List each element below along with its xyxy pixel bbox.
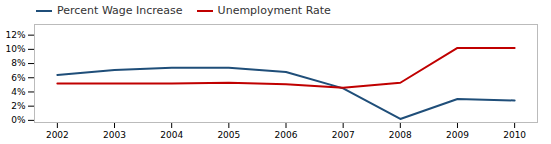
svg-text:0%: 0% xyxy=(11,115,26,125)
svg-text:2007: 2007 xyxy=(332,130,355,140)
svg-text:2002: 2002 xyxy=(46,130,69,140)
svg-text:2008: 2008 xyxy=(389,130,412,140)
svg-text:2003: 2003 xyxy=(103,130,126,140)
svg-text:2004: 2004 xyxy=(160,130,183,140)
svg-text:2005: 2005 xyxy=(217,130,240,140)
svg-text:12%: 12% xyxy=(5,30,25,40)
svg-text:2%: 2% xyxy=(11,101,26,111)
svg-text:8%: 8% xyxy=(11,58,26,68)
html-text:Unemployment Rate: Unemployment Rate xyxy=(217,4,331,17)
svg-text:4%: 4% xyxy=(11,87,26,97)
svg-text:6%: 6% xyxy=(11,73,26,83)
svg-text:2009: 2009 xyxy=(446,130,469,140)
html-text:Percent Wage Increase: Percent Wage Increase xyxy=(57,4,183,17)
svg-text:2006: 2006 xyxy=(275,130,298,140)
svg-text:10%: 10% xyxy=(5,44,25,54)
svg-text:2010: 2010 xyxy=(503,130,526,140)
